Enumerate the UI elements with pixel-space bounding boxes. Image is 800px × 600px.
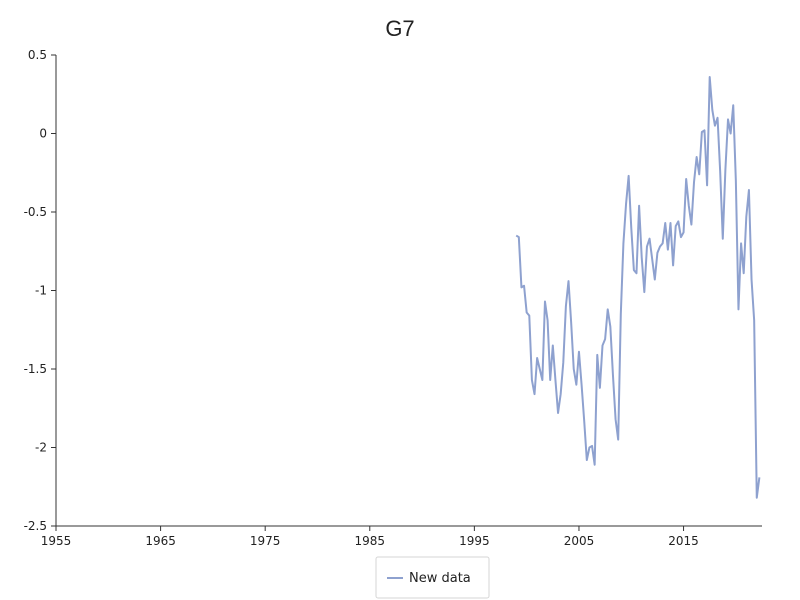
legend: New data — [375, 556, 490, 599]
x-tick-label: 2005 — [564, 534, 595, 548]
x-tick-label: 1965 — [145, 534, 176, 548]
y-tick-label: -0.5 — [24, 205, 47, 219]
y-tick-label: 0.5 — [28, 48, 47, 62]
y-axis: 0.5 0 -0.5 -1 -1.5 -2 -2.5 — [24, 48, 57, 533]
y-tick-label: -2.5 — [24, 519, 47, 533]
x-tick-label: 1995 — [459, 534, 490, 548]
y-tick-label: -1 — [35, 284, 47, 298]
series-line-new-data — [515, 75, 761, 499]
chart-title: G7 — [385, 16, 414, 41]
x-tick-label: 2015 — [668, 534, 699, 548]
x-tick-label: 1985 — [355, 534, 386, 548]
plot-area — [515, 75, 761, 499]
legend-label: New data — [409, 571, 471, 586]
y-tick-label: -2 — [35, 441, 47, 455]
x-tick-label: 1955 — [41, 534, 72, 548]
legend-box — [375, 556, 490, 599]
y-tick-label: -1.5 — [24, 362, 47, 376]
x-tick-label: 1975 — [250, 534, 281, 548]
x-axis: 1955 1965 1975 1985 1995 2005 2015 — [41, 525, 762, 548]
y-tick-label: 0 — [39, 127, 47, 141]
